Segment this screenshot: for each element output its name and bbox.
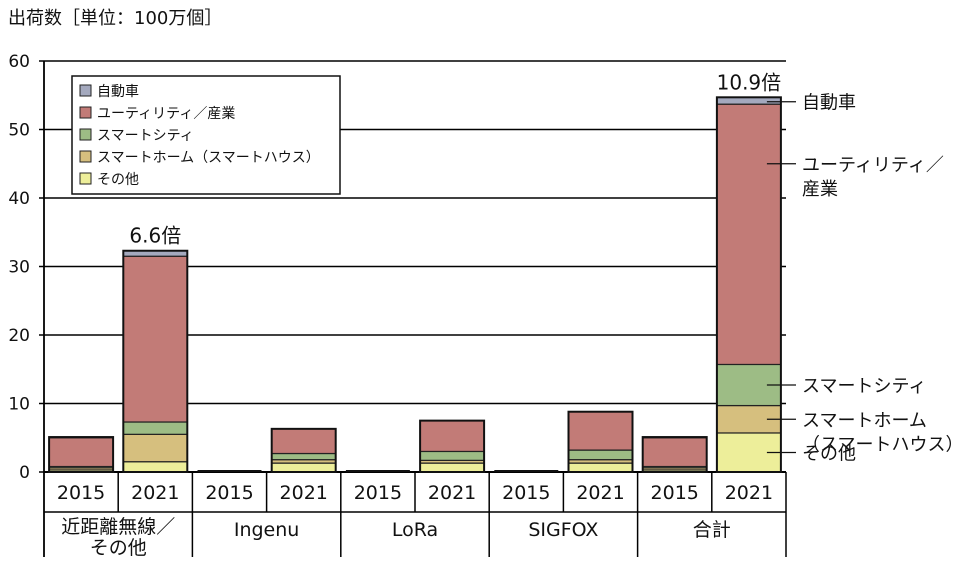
group-label-0-0: 近距離無線／: [61, 516, 175, 538]
bar-outline-9: [715, 96, 782, 474]
y-tick-label-0: 0: [19, 463, 30, 483]
legend-box: [71, 75, 341, 195]
right-label-0-0: 自動車: [802, 93, 856, 114]
legend-swatch-2: [79, 128, 92, 141]
y-tick-label-60: 60: [8, 52, 30, 72]
bar-segment-9-3: [716, 103, 782, 366]
legend-label-0: 自動車: [97, 83, 139, 100]
year-label-2: 2015: [205, 482, 253, 504]
bar-segment-0-3: [48, 437, 114, 468]
bar-segment-1-3: [122, 255, 188, 423]
bar-segment-1-2: [122, 421, 188, 435]
bar-segment-5-2: [419, 450, 485, 461]
bar-segment-7-2: [567, 449, 634, 461]
year-label-0: 2015: [57, 482, 105, 504]
bar-segment-1-1: [122, 433, 188, 463]
right-label-3-1: （スマートハウス）: [802, 434, 960, 455]
bar-outline-7: [567, 410, 634, 473]
year-label-5: 2021: [428, 482, 476, 504]
legend-swatch-0: [79, 84, 92, 97]
bar-segment-1-0: [122, 461, 188, 473]
bar-segment-7-3: [567, 411, 634, 451]
multiplier-label-1: 10.9倍: [717, 70, 782, 94]
bar-outline-5: [419, 419, 486, 473]
unit-title: 出荷数［単位：100万個］: [8, 8, 222, 29]
bar-segment-3-0: [271, 462, 337, 473]
bar-segment-7-0: [567, 462, 634, 473]
group-label-3-0: SIGFOX: [528, 519, 598, 541]
bar-outline-3: [270, 427, 337, 473]
group-label-4-0: 合計: [693, 519, 731, 541]
year-label-1: 2021: [131, 482, 179, 504]
group-label-2-0: LoRa: [392, 519, 438, 541]
y-tick-label-50: 50: [8, 121, 30, 141]
legend-swatch-1: [79, 106, 92, 119]
bar-segment-5-3: [419, 420, 485, 453]
y-tick-label-10: 10: [8, 395, 30, 415]
right-label-1-0: ユーティリティ／: [802, 155, 944, 176]
legend-swatch-3: [79, 150, 92, 163]
year-label-7: 2021: [576, 482, 624, 504]
bar-segment-3-3: [271, 428, 337, 455]
legend-label-3: スマートホーム（スマートハウス）: [97, 150, 320, 166]
year-label-8: 2015: [651, 482, 699, 504]
year-label-4: 2015: [354, 482, 402, 504]
group-label-0-1: その他: [90, 537, 147, 559]
right-label-3-0: スマートホーム: [802, 410, 927, 431]
y-tick-label-40: 40: [8, 189, 30, 209]
bar-segment-8-3: [642, 437, 708, 468]
bar-outline-0: [48, 436, 115, 474]
bar-outline-8: [641, 436, 708, 474]
bar-segment-9-4: [716, 96, 782, 105]
right-label-1-1: 産業: [802, 179, 838, 200]
year-label-6: 2015: [502, 482, 550, 504]
legend-label-1: ユーティリティ／産業: [97, 106, 235, 122]
right-label-2-0: スマートシティ: [802, 376, 926, 397]
legend-swatch-4: [79, 172, 92, 185]
bar-outline-1: [122, 249, 189, 473]
bar-segment-3-2: [271, 452, 337, 461]
y-tick-label-20: 20: [8, 326, 30, 346]
year-label-9: 2021: [725, 482, 773, 504]
right-label-4-0: その他: [802, 443, 856, 464]
legend-label-2: スマートシティ: [97, 128, 194, 144]
legend-label-4: その他: [97, 172, 139, 188]
bar-segment-5-0: [419, 462, 485, 473]
year-label-3: 2021: [280, 482, 328, 504]
group-label-1-0: Ingenu: [234, 519, 299, 541]
multiplier-label-0: 6.6倍: [129, 224, 181, 248]
y-tick-label-30: 30: [8, 258, 30, 278]
